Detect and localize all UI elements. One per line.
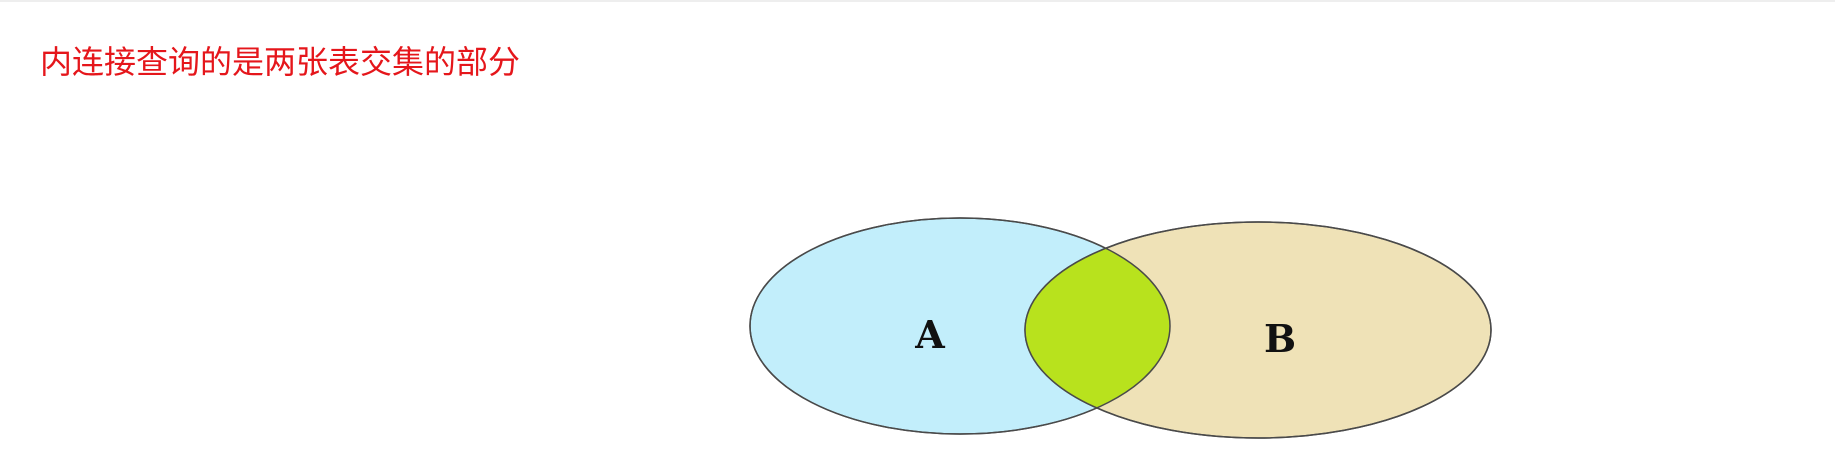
set-b-outline xyxy=(1024,221,1492,439)
set-a-outline xyxy=(749,217,1171,435)
set-b-label: B xyxy=(1264,316,1296,361)
page-heading: 内连接查询的是两张表交集的部分 xyxy=(40,43,521,81)
set-a-label: A xyxy=(914,312,945,357)
top-divider xyxy=(0,0,1835,2)
